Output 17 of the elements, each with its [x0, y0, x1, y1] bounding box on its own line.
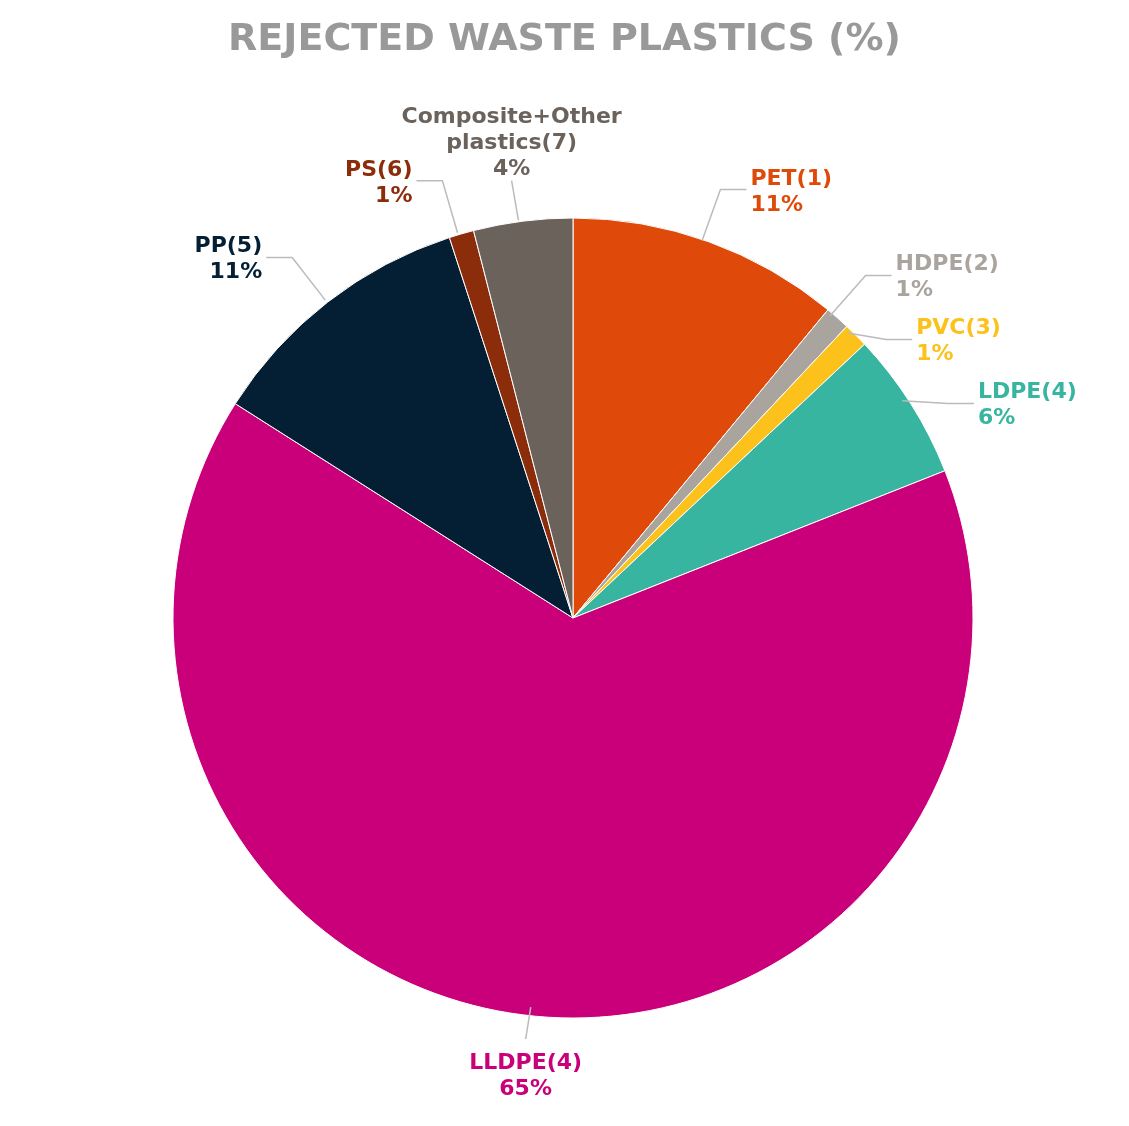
slice-label: PVC(3): [916, 314, 1001, 340]
data-label: 65%: [499, 1075, 552, 1100]
data-label: 11%: [750, 190, 804, 216]
data-label: 6%: [977, 404, 1016, 430]
slice-label: Composite+Other plastics(7): [401, 102, 622, 154]
slice-label: PP(5): [194, 232, 263, 258]
slice-label: LLDPE(4): [469, 1049, 583, 1074]
chart-title: REJECTED WASTE PLASTICS (%): [228, 15, 901, 59]
data-label: 1%: [916, 340, 954, 366]
data-label: 1%: [895, 276, 933, 302]
data-label: 4%: [492, 154, 531, 180]
slice-label: LDPE(4): [977, 378, 1077, 404]
data-label: 11%: [209, 258, 263, 284]
slice-label: HDPE(2): [895, 250, 999, 276]
slice-label: PET(1): [750, 164, 833, 190]
data-label: 1%: [375, 181, 413, 207]
slice-label: PS(6): [345, 155, 413, 181]
